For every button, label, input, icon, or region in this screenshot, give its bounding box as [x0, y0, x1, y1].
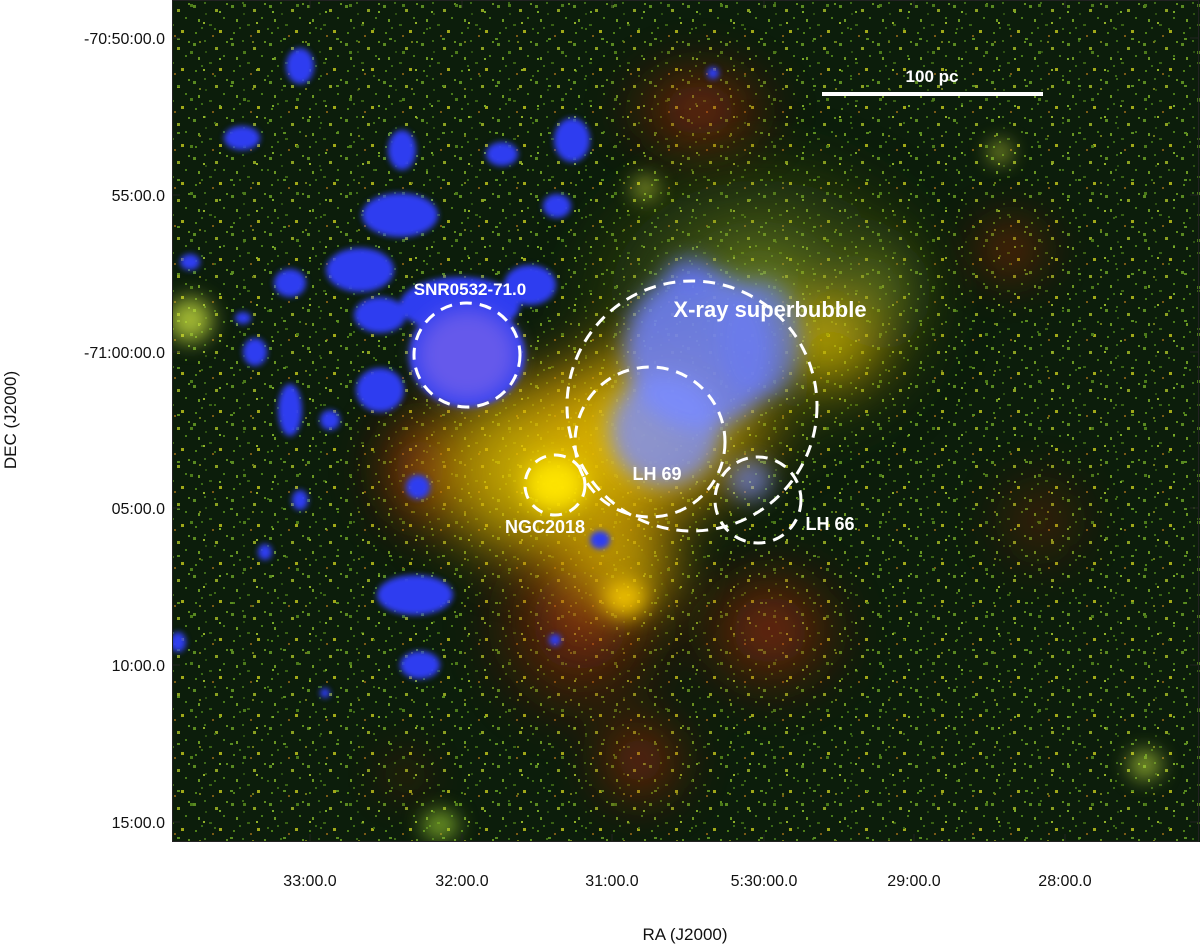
y-tick-label: 10:00.0 — [112, 658, 165, 675]
y-axis — [172, 37, 1198, 823]
y-tick-labels: -70:50:00.0 55:00.0 -71:00:00.0 05:00.0 … — [84, 31, 165, 832]
y-tick-label: -71:00:00.0 — [84, 345, 165, 362]
plot-frame — [172, 0, 1199, 842]
lh69-circle — [573, 365, 727, 519]
scale-bar-label: 100 pc — [906, 67, 959, 86]
x-tick-label: 29:00.0 — [887, 873, 940, 890]
y-tick-label: -70:50:00.0 — [84, 31, 165, 48]
lh66-label: LH 66 — [805, 514, 854, 534]
x-axis-title: RA (J2000) — [642, 925, 727, 944]
x-tick-label: 5:30:00.0 — [731, 873, 798, 890]
y-tick-label: 05:00.0 — [112, 501, 165, 518]
snr-circle — [412, 301, 522, 409]
ngc2018-circle — [523, 453, 587, 517]
snr-label: SNR0532-71.0 — [414, 280, 526, 299]
y-tick-label: 55:00.0 — [112, 188, 165, 205]
y-axis-title: DEC (J2000) — [1, 371, 20, 469]
x-tick-label: 31:00.0 — [585, 873, 638, 890]
superbubble-circle — [565, 279, 819, 533]
y-tick-label: 15:00.0 — [112, 815, 165, 832]
sky-image — [172, 0, 1200, 842]
superbubble-label: X-ray superbubble — [673, 297, 866, 322]
x-tick-labels: 33:00.0 32:00.0 31:00.0 5:30:00.0 29:00.… — [283, 873, 1091, 890]
x-tick-label: 33:00.0 — [283, 873, 336, 890]
lh66-circle — [713, 455, 803, 545]
x-tick-label: 28:00.0 — [1038, 873, 1091, 890]
x-axis — [309, 0, 1066, 842]
lh69-label: LH 69 — [632, 464, 681, 484]
ngc2018-label: NGC2018 — [505, 517, 585, 537]
x-tick-label: 32:00.0 — [435, 873, 488, 890]
annotations — [412, 279, 819, 545]
